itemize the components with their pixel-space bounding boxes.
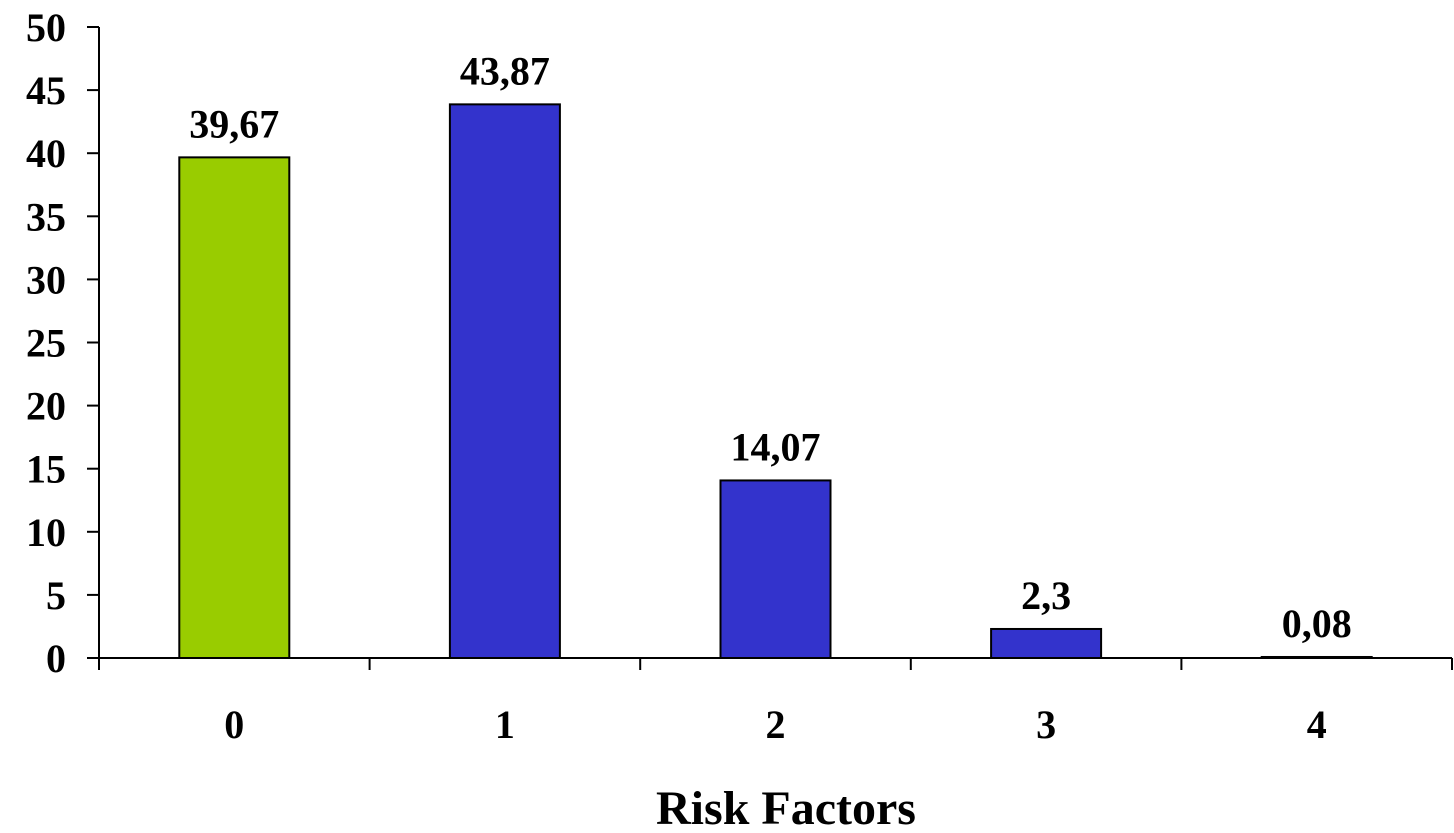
y-tick-label: 5 — [46, 573, 66, 618]
bars — [178, 103, 1373, 660]
x-tick-label-3: 3 — [1036, 702, 1056, 747]
y-tick-label: 50 — [26, 5, 66, 50]
x-axis-title: Risk Factors — [656, 782, 916, 833]
y-tick-label: 0 — [46, 636, 66, 681]
bar-2 — [719, 479, 832, 660]
x-tick-label-0: 0 — [224, 702, 244, 747]
y-tick-label: 30 — [26, 257, 66, 302]
y-axis-tick-labels: 0 5 10 15 20 25 30 35 40 45 50 — [26, 5, 66, 681]
y-tick-label: 40 — [26, 131, 66, 176]
data-label-2: 14,07 — [731, 424, 821, 469]
bar-1 — [448, 103, 561, 660]
y-tick-label: 10 — [26, 510, 66, 555]
x-tick-label-4: 4 — [1307, 702, 1327, 747]
data-label-3: 2,3 — [1021, 573, 1071, 618]
x-axis-ticks — [98, 658, 1453, 670]
y-tick-label: 15 — [26, 447, 66, 492]
x-tick-label-1: 1 — [495, 702, 515, 747]
data-label-0: 39,67 — [189, 101, 279, 146]
data-label-1: 43,87 — [460, 48, 550, 93]
y-tick-label: 45 — [26, 68, 66, 113]
bar-0 — [178, 156, 291, 659]
y-tick-label: 35 — [26, 194, 66, 239]
data-label-4: 0,08 — [1282, 601, 1352, 646]
x-axis-tick-labels: 0 1 2 3 4 — [224, 702, 1326, 747]
y-axis-ticks — [87, 26, 99, 659]
x-tick-label-2: 2 — [766, 702, 786, 747]
y-tick-label: 25 — [26, 321, 66, 366]
y-tick-label: 20 — [26, 384, 66, 429]
bar-3 — [990, 627, 1103, 659]
value-labels: 39,67 43,87 14,07 2,3 0,08 — [189, 48, 1351, 646]
